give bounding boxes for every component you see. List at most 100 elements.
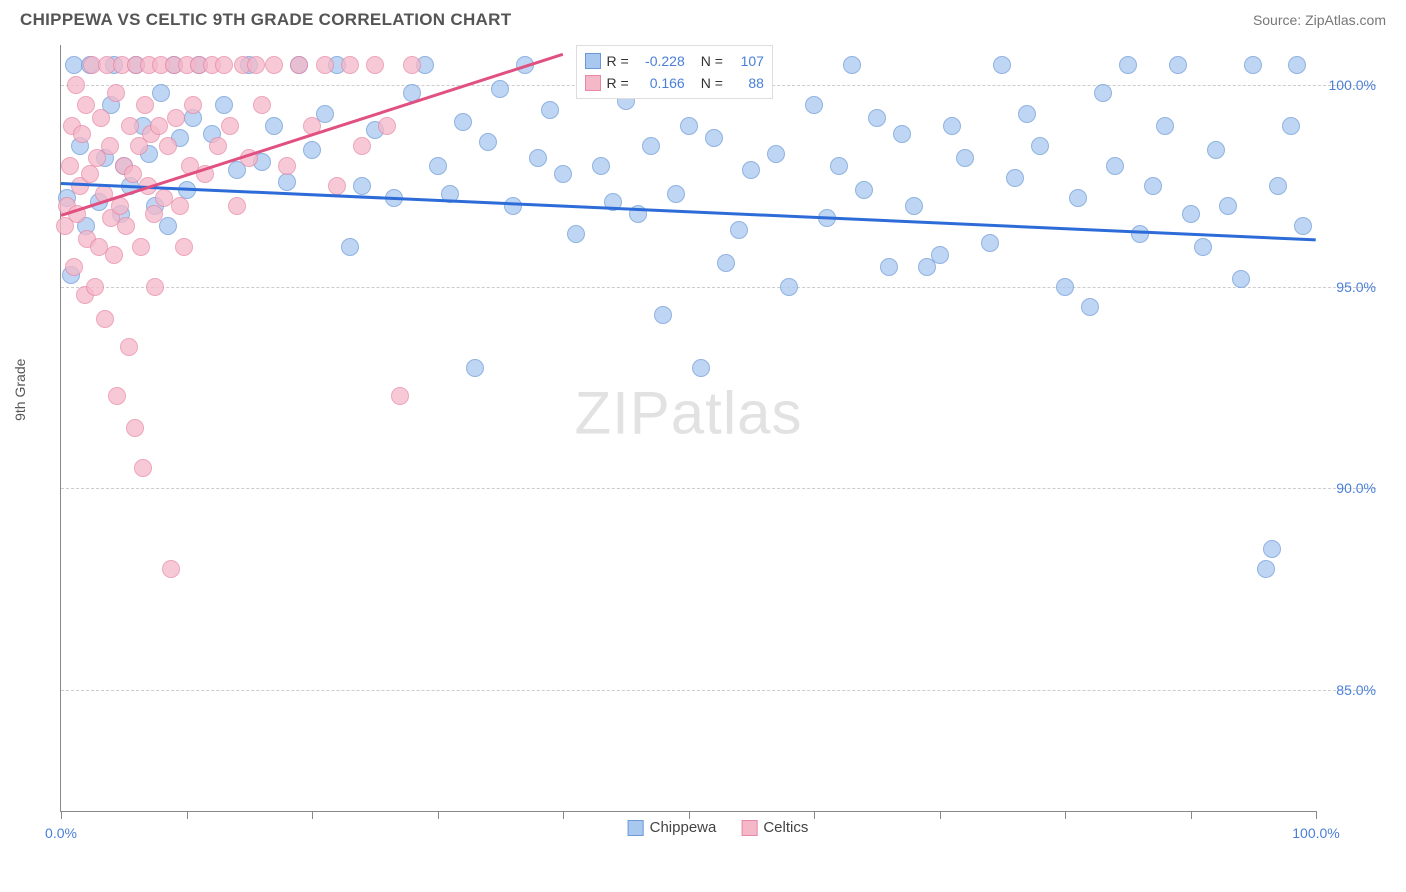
x-tick: [563, 811, 564, 819]
x-tick: [940, 811, 941, 819]
scatter-point: [1131, 225, 1149, 243]
scatter-point: [124, 165, 142, 183]
scatter-point: [843, 56, 861, 74]
watermark-zip: ZIP: [574, 379, 670, 446]
scatter-point: [567, 225, 585, 243]
scatter-point: [134, 459, 152, 477]
scatter-point: [215, 96, 233, 114]
r-value: -0.228: [635, 50, 685, 72]
scatter-point: [107, 84, 125, 102]
scatter-point: [96, 310, 114, 328]
scatter-point: [111, 197, 129, 215]
r-label: R =: [607, 50, 629, 72]
scatter-point: [1069, 189, 1087, 207]
scatter-point: [146, 278, 164, 296]
scatter-point: [429, 157, 447, 175]
scatter-point: [943, 117, 961, 135]
grid-line: [61, 690, 1376, 691]
legend-swatch: [585, 53, 601, 69]
scatter-point: [1144, 177, 1162, 195]
n-value: 107: [729, 50, 764, 72]
legend-item: Chippewa: [628, 819, 717, 836]
scatter-point: [209, 137, 227, 155]
scatter-point: [61, 157, 79, 175]
scatter-point: [1194, 238, 1212, 256]
scatter-point: [167, 109, 185, 127]
chart-source: Source: ZipAtlas.com: [1253, 12, 1386, 28]
scatter-point: [1282, 117, 1300, 135]
chart-title: CHIPPEWA VS CELTIC 9TH GRADE CORRELATION…: [20, 10, 511, 30]
scatter-point: [1169, 56, 1187, 74]
scatter-point: [391, 387, 409, 405]
y-tick-label: 85.0%: [1321, 682, 1376, 698]
scatter-point: [253, 96, 271, 114]
chart-container: 9th Grade ZIPatlas 85.0%90.0%95.0%100.0%…: [50, 45, 1386, 842]
scatter-point: [1232, 270, 1250, 288]
scatter-point: [303, 141, 321, 159]
scatter-point: [680, 117, 698, 135]
y-tick-label: 100.0%: [1321, 77, 1376, 93]
scatter-point: [328, 177, 346, 195]
scatter-point: [780, 278, 798, 296]
scatter-point: [92, 109, 110, 127]
legend-item: Celtics: [741, 819, 808, 836]
x-tick-label: 0.0%: [45, 825, 77, 841]
scatter-point: [81, 165, 99, 183]
scatter-point: [77, 96, 95, 114]
scatter-point: [956, 149, 974, 167]
r-label: R =: [607, 72, 629, 94]
scatter-point: [290, 56, 308, 74]
x-tick: [1065, 811, 1066, 819]
watermark: ZIPatlas: [574, 378, 802, 447]
scatter-point: [228, 197, 246, 215]
scatter-point: [152, 84, 170, 102]
plot-area: ZIPatlas 85.0%90.0%95.0%100.0%0.0%100.0%…: [60, 45, 1316, 812]
legend-label: Celtics: [763, 819, 808, 836]
scatter-point: [278, 157, 296, 175]
x-tick: [1191, 811, 1192, 819]
legend-label: Chippewa: [650, 819, 717, 836]
scatter-point: [366, 56, 384, 74]
scatter-point: [316, 56, 334, 74]
scatter-point: [215, 56, 233, 74]
watermark-atlas: atlas: [671, 379, 803, 446]
scatter-point: [554, 165, 572, 183]
scatter-point: [742, 161, 760, 179]
scatter-point: [184, 96, 202, 114]
scatter-point: [868, 109, 886, 127]
n-value: 88: [729, 72, 764, 94]
x-tick-label: 100.0%: [1292, 825, 1339, 841]
x-tick: [438, 811, 439, 819]
scatter-point: [175, 238, 193, 256]
scatter-point: [529, 149, 547, 167]
scatter-point: [1018, 105, 1036, 123]
y-axis-title: 9th Grade: [12, 358, 28, 420]
scatter-point: [1288, 56, 1306, 74]
scatter-point: [265, 56, 283, 74]
scatter-point: [221, 117, 239, 135]
scatter-point: [705, 129, 723, 147]
scatter-point: [931, 246, 949, 264]
scatter-point: [108, 387, 126, 405]
scatter-point: [592, 157, 610, 175]
x-tick: [814, 811, 815, 819]
scatter-point: [105, 246, 123, 264]
scatter-point: [101, 137, 119, 155]
scatter-point: [120, 338, 138, 356]
scatter-point: [353, 137, 371, 155]
scatter-point: [171, 197, 189, 215]
scatter-point: [893, 125, 911, 143]
y-tick-label: 90.0%: [1321, 480, 1376, 496]
legend-swatch: [628, 820, 644, 836]
scatter-point: [692, 359, 710, 377]
legend-stats-row: R =0.166N =88: [585, 72, 764, 94]
scatter-point: [1257, 560, 1275, 578]
scatter-point: [247, 56, 265, 74]
scatter-point: [1119, 56, 1137, 74]
legend-swatch: [585, 75, 601, 91]
scatter-point: [1156, 117, 1174, 135]
scatter-point: [73, 125, 91, 143]
scatter-point: [117, 217, 135, 235]
x-tick: [61, 811, 62, 819]
grid-line: [61, 287, 1376, 288]
